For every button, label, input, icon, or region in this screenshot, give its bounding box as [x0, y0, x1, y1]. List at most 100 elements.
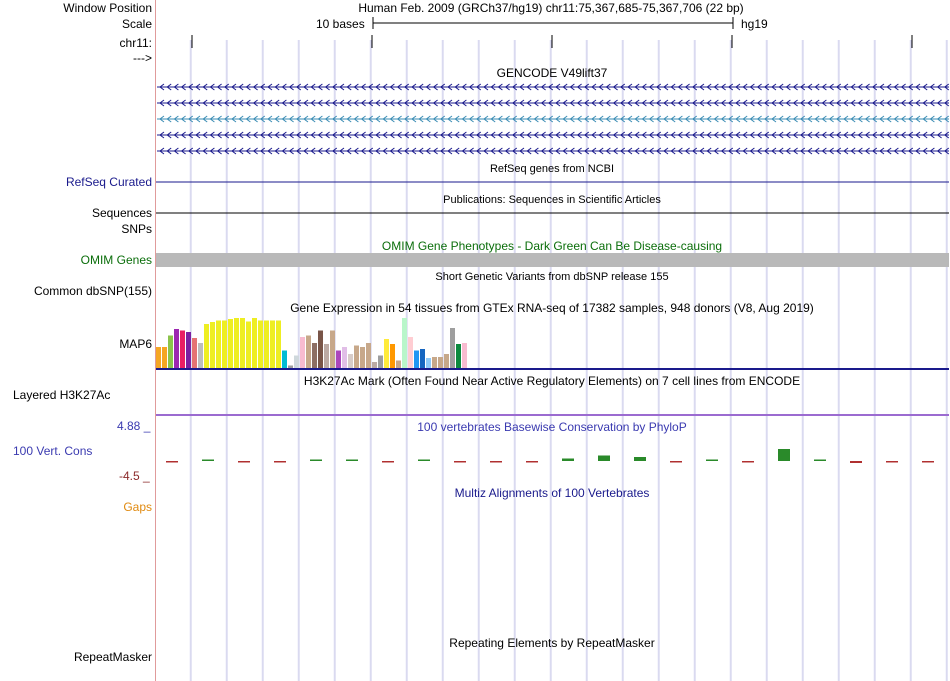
- gtex-bar[interactable]: [348, 354, 353, 368]
- publications-title[interactable]: Publications: Sequences in Scientific Ar…: [443, 194, 661, 206]
- refseq-title[interactable]: RefSeq genes from NCBI: [489, 163, 615, 175]
- conservation-title[interactable]: 100 vertebrates Basewise Conservation by…: [417, 420, 687, 434]
- conservation-mark[interactable]: [922, 461, 934, 463]
- gtex-bar[interactable]: [240, 318, 245, 368]
- omim-title[interactable]: OMIM Gene Phenotypes - Dark Green Can Be…: [381, 239, 723, 253]
- gtex-title[interactable]: Gene Expression in 54 tissues from GTEx …: [290, 301, 814, 315]
- gtex-bar[interactable]: [402, 318, 407, 368]
- gtex-bar[interactable]: [414, 350, 419, 369]
- gtex-bar[interactable]: [192, 338, 197, 368]
- conservation-mark[interactable]: [814, 459, 826, 462]
- gtex-bar[interactable]: [342, 347, 347, 368]
- conservation-mark[interactable]: [598, 455, 610, 462]
- gtex-bar[interactable]: [396, 360, 401, 369]
- conservation-mark[interactable]: [886, 461, 898, 463]
- gtex-bar[interactable]: [282, 350, 287, 369]
- gtex-bar[interactable]: [336, 350, 341, 369]
- gtex-bar[interactable]: [390, 344, 395, 368]
- gtex-bar[interactable]: [198, 343, 203, 368]
- gtex-bar[interactable]: [210, 322, 215, 368]
- strand-arrow: [259, 147, 266, 155]
- conservation-mark[interactable]: [706, 459, 718, 462]
- gtex-bar[interactable]: [420, 349, 425, 368]
- dbsnp-title[interactable]: Short Genetic Variants from dbSNP releas…: [435, 271, 669, 283]
- dbsnp-label[interactable]: Common dbSNP(155): [33, 284, 152, 298]
- h3k27ac-title[interactable]: H3K27Ac Mark (Often Found Near Active Re…: [303, 374, 801, 388]
- gencode-title[interactable]: GENCODE V49lift37: [496, 66, 608, 80]
- strand-arrow: [274, 131, 280, 139]
- conservation-mark[interactable]: [670, 461, 682, 463]
- conservation-mark[interactable]: [562, 458, 574, 462]
- gtex-bar[interactable]: [228, 319, 233, 368]
- gtex-bar[interactable]: [168, 335, 173, 369]
- gtex-bar[interactable]: [360, 347, 365, 368]
- snps-label[interactable]: SNPs: [121, 222, 152, 236]
- sequences-label[interactable]: Sequences: [91, 206, 152, 220]
- gtex-bar[interactable]: [270, 320, 275, 369]
- gtex-bar[interactable]: [204, 324, 209, 368]
- gtex-bar[interactable]: [246, 321, 251, 369]
- gtex-bar[interactable]: [366, 343, 371, 368]
- gtex-bar[interactable]: [180, 330, 185, 369]
- conservation-mark[interactable]: [850, 461, 862, 463]
- gtex-bar[interactable]: [162, 347, 167, 368]
- repeatmasker-label[interactable]: RepeatMasker: [73, 650, 152, 664]
- conservation-mark[interactable]: [310, 459, 322, 462]
- omim-bar[interactable]: [156, 253, 949, 267]
- gtex-bar[interactable]: [408, 337, 413, 368]
- gtex-label[interactable]: MAP6: [119, 337, 152, 351]
- gtex-bar[interactable]: [264, 320, 269, 369]
- omim-label[interactable]: OMIM Genes: [80, 253, 152, 267]
- conservation-label[interactable]: 100 Vert. Cons: [13, 444, 93, 458]
- conservation-mark[interactable]: [742, 461, 754, 463]
- gtex-bar[interactable]: [438, 357, 443, 368]
- strand-arrow: [375, 83, 381, 91]
- gtex-bar[interactable]: [450, 328, 455, 368]
- gtex-bar[interactable]: [384, 339, 389, 368]
- gtex-bar[interactable]: [456, 344, 461, 368]
- conservation-mark[interactable]: [202, 459, 214, 462]
- gtex-bar[interactable]: [426, 358, 431, 368]
- refseq-label[interactable]: RefSeq Curated: [65, 175, 152, 189]
- gtex-bar[interactable]: [252, 318, 257, 368]
- gtex-bar[interactable]: [372, 362, 377, 368]
- multiz-title[interactable]: Multiz Alignments of 100 Vertebrates: [454, 486, 650, 500]
- conservation-mark[interactable]: [778, 449, 790, 461]
- conservation-mark[interactable]: [346, 459, 358, 462]
- gtex-bar[interactable]: [318, 330, 323, 369]
- gtex-bar[interactable]: [234, 318, 239, 368]
- gtex-bar[interactable]: [306, 335, 311, 369]
- conservation-mark[interactable]: [418, 459, 430, 462]
- conservation-mark[interactable]: [238, 461, 250, 463]
- gtex-bar[interactable]: [300, 337, 305, 368]
- gtex-bar[interactable]: [216, 320, 221, 369]
- gaps-label[interactable]: Gaps: [123, 500, 152, 514]
- conservation-mark[interactable]: [490, 461, 502, 463]
- gtex-bar[interactable]: [354, 345, 359, 369]
- gtex-bar[interactable]: [288, 365, 293, 369]
- conservation-mark[interactable]: [526, 461, 538, 463]
- conservation-mark[interactable]: [382, 461, 394, 463]
- conservation-mark[interactable]: [454, 461, 466, 463]
- gtex-bar[interactable]: [276, 320, 281, 369]
- h3k27ac-label[interactable]: Layered H3K27Ac: [13, 388, 111, 402]
- conservation-mark[interactable]: [274, 461, 286, 463]
- conservation-mark[interactable]: [634, 457, 646, 461]
- gtex-bar[interactable]: [294, 355, 299, 369]
- gtex-bar[interactable]: [312, 343, 317, 368]
- gtex-bar[interactable]: [174, 329, 179, 368]
- gtex-bar[interactable]: [156, 347, 161, 368]
- gtex-bar[interactable]: [222, 320, 227, 369]
- gtex-bar[interactable]: [444, 354, 449, 368]
- gtex-bar[interactable]: [432, 357, 437, 368]
- gtex-bar[interactable]: [324, 344, 329, 368]
- gtex-bar[interactable]: [186, 332, 191, 368]
- strand-arrow: [461, 99, 467, 107]
- repeatmasker-title[interactable]: Repeating Elements by RepeatMasker: [449, 636, 655, 650]
- gtex-bar[interactable]: [378, 355, 383, 369]
- gtex-bar[interactable]: [258, 320, 263, 369]
- gtex-bar[interactable]: [462, 343, 467, 368]
- gtex-bar[interactable]: [330, 330, 335, 369]
- conservation-mark[interactable]: [166, 461, 178, 463]
